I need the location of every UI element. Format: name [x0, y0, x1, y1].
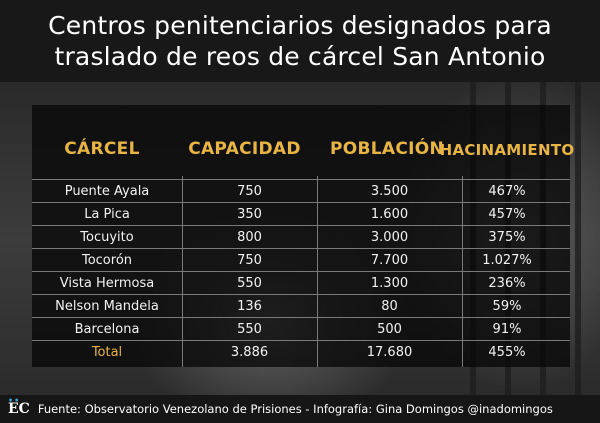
cell-poblacion: 1.300	[370, 276, 409, 291]
cell-hacinamiento: 455%	[488, 345, 526, 360]
cell-capacidad: 350	[237, 207, 262, 222]
cell-hacinamiento: 375%	[488, 230, 526, 245]
cell-capacidad: 800	[237, 230, 262, 245]
cell-poblacion: 80	[381, 299, 398, 314]
cell-capacidad: 750	[237, 184, 262, 199]
cell-capacidad: 3.886	[230, 345, 269, 360]
table-row: Tocuyito 800 3.000 375%	[32, 225, 570, 249]
table-row-total: Total 3.886 17.680 455%	[32, 340, 570, 364]
cell-capacidad: 750	[237, 253, 262, 268]
header-carcel: CÁRCEL	[64, 139, 140, 159]
data-table: CÁRCEL CAPACIDAD POBLACIÓN HACINAMIENTO …	[32, 105, 574, 367]
source-credit: Fuente: Observatorio Venezolano de Prisi…	[37, 402, 553, 416]
cell-capacidad: 136	[237, 299, 262, 314]
header-poblacion: POBLACIÓN	[329, 139, 445, 159]
cell-poblacion: 1.600	[370, 207, 409, 222]
cell-capacidad: 550	[237, 322, 262, 337]
title-line-1: Centros penitenciarios designados para	[48, 11, 552, 40]
cell-carcel: Vista Hermosa	[59, 276, 155, 291]
cell-hacinamiento: 467%	[488, 184, 526, 199]
cell-hacinamiento: 236%	[488, 276, 526, 291]
table-row: Nelson Mandela 136 80 59%	[32, 294, 570, 318]
table-row: Puente Ayala 750 3.500 467%	[32, 179, 570, 203]
header-hacinamiento: HACINAMIENTO	[439, 141, 575, 159]
cell-capacidad: 550	[237, 276, 262, 291]
table-row: Tocorón 750 7.700 1.027%	[32, 248, 570, 272]
ec-logo: •• EC	[8, 395, 30, 417]
cell-hacinamiento: 457%	[488, 207, 526, 222]
cell-poblacion: 3.000	[370, 230, 409, 245]
cell-carcel: Puente Ayala	[64, 184, 150, 199]
logo-text: EC	[8, 401, 30, 417]
cell-hacinamiento: 91%	[492, 322, 522, 337]
cell-poblacion: 17.680	[366, 345, 413, 360]
footer-credits: •• EC Fuente: Observatorio Venezolano de…	[0, 395, 600, 423]
title-header: Centros penitenciarios designados para t…	[0, 0, 600, 82]
title-line-2: traslado de reos de cárcel San Antonio	[54, 42, 546, 71]
cell-carcel: Tocorón	[81, 253, 133, 268]
header-capacidad: CAPACIDAD	[188, 139, 301, 159]
table-row: Barcelona 550 500 91%	[32, 317, 570, 341]
cell-carcel: Barcelona	[74, 322, 140, 337]
cell-hacinamiento: 59%	[492, 299, 522, 314]
table-row: Vista Hermosa 550 1.300 236%	[32, 271, 570, 295]
cell-poblacion: 3.500	[370, 184, 409, 199]
cell-carcel: La Pica	[84, 207, 130, 222]
cell-poblacion: 7.700	[370, 253, 409, 268]
table-row: La Pica 350 1.600 457%	[32, 202, 570, 226]
logo-dots-icon: ••	[8, 395, 21, 405]
cell-poblacion: 500	[377, 322, 402, 337]
cell-carcel: Nelson Mandela	[55, 299, 159, 314]
cell-carcel: Tocuyito	[80, 230, 134, 245]
cell-hacinamiento: 1.027%	[482, 253, 532, 268]
prison-bar	[575, 82, 581, 395]
cell-total-label: Total	[91, 345, 123, 360]
